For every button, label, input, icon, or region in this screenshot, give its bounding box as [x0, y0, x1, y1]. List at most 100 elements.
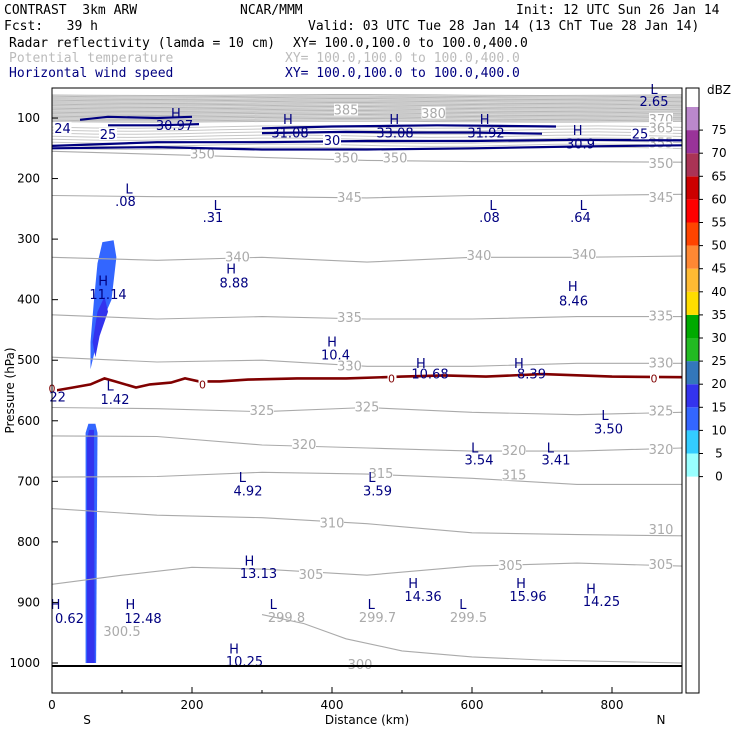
theta-line-upper	[51, 137, 683, 141]
colorbar-label: 30	[711, 331, 726, 345]
hl-marker: L	[239, 471, 247, 486]
theta-label: 345	[337, 191, 362, 206]
theta-label: 305	[299, 568, 324, 583]
plot-background	[52, 88, 682, 693]
theta-label: 305	[498, 559, 523, 574]
theta-label: 330	[337, 359, 362, 374]
field-value: 30.97	[156, 119, 193, 134]
colorbar-box	[686, 130, 699, 154]
colorbar-box	[686, 153, 699, 177]
field-value: 30.9	[566, 137, 595, 152]
colorbar-label: 50	[711, 239, 726, 253]
reflectivity-cell	[87, 429, 95, 663]
field-value: 22	[49, 390, 66, 405]
y-tick-label: 900	[17, 595, 40, 609]
theta-label: 340	[467, 249, 492, 264]
theta-label-bg	[498, 559, 523, 572]
field-reflectivity-xy: XY= 100.0,100.0 to 100.0,400.0	[293, 36, 528, 51]
theta-label-bg	[334, 151, 358, 164]
theta-label-bg	[502, 444, 526, 457]
colorbar-label: 55	[711, 216, 726, 230]
field-value: 33.08	[376, 126, 413, 141]
theta-label-bg	[649, 522, 673, 535]
colorbar-box	[686, 361, 699, 385]
theta-label-bg	[649, 190, 673, 203]
theta-line-upper	[51, 110, 683, 113]
hl-marker: L	[459, 598, 467, 613]
field-value: 31.92	[467, 126, 504, 141]
wind-contour	[79, 115, 193, 121]
theta-contour-300	[261, 614, 683, 664]
field-value: 299.5	[450, 611, 487, 626]
hl-marker: L	[368, 598, 376, 613]
theta-label: 380	[421, 107, 446, 122]
hl-marker: L	[270, 598, 278, 613]
theta-label: 335	[337, 311, 362, 326]
wind-contour	[261, 130, 543, 135]
theta-label-bg	[649, 157, 673, 170]
reflectivity-layer	[52, 88, 682, 693]
x-axis-label: Distance (km)	[325, 713, 409, 727]
theta-label-bg	[369, 467, 393, 480]
zero-label-bg	[198, 379, 208, 389]
wind-label: 25	[632, 127, 649, 142]
theta-label-bg	[502, 468, 526, 481]
y-tick-label: 700	[17, 474, 40, 488]
reflectivity-cell	[92, 296, 108, 358]
theta-line-upper	[51, 118, 683, 121]
field-value: 12.48	[124, 612, 161, 627]
theta-label: 325	[250, 404, 275, 419]
colorbar-box	[686, 476, 699, 500]
colorbar-label: 10	[711, 423, 726, 437]
y-tick-label: 600	[17, 414, 40, 428]
header-init: Init: 12 UTC Sun 26 Jan 14	[516, 3, 720, 18]
theta-line-upper	[51, 114, 683, 117]
field-value: 14.36	[404, 590, 441, 605]
theta-label-bg	[337, 359, 362, 372]
end-label: N	[657, 713, 666, 727]
y-tick-label: 800	[17, 535, 40, 549]
theta-label: 350	[649, 157, 674, 172]
wind-label-bg	[99, 127, 117, 140]
hl-marker: H	[51, 598, 61, 613]
wind-label: 25	[100, 128, 117, 143]
hl-marker: H	[327, 335, 337, 350]
field-wind-name: Horizontal wind speed	[9, 66, 174, 81]
theta-label-bg	[337, 310, 362, 323]
hl-marker: H	[516, 577, 526, 592]
hl-marker: L	[650, 83, 658, 98]
colorbar-box	[686, 314, 699, 338]
colorbar-label: 45	[711, 262, 726, 276]
theta-line-upper	[51, 115, 683, 118]
x-tick-label: 200	[181, 698, 204, 712]
field-value: .64	[570, 211, 591, 226]
theta-line-upper	[51, 131, 683, 135]
theta-label-bg	[649, 356, 673, 369]
theta-label-bg	[190, 147, 215, 160]
theta-label: 350	[383, 152, 408, 167]
colorbar-box	[686, 430, 699, 454]
colorbar-box	[686, 176, 699, 200]
field-value: 3.41	[542, 453, 571, 468]
hl-marker: H	[408, 577, 418, 592]
theta-line-upper	[51, 96, 683, 99]
colorbar-label: 20	[711, 377, 726, 391]
theta-label: 355	[649, 136, 674, 151]
hl-marker: L	[214, 199, 222, 214]
wind-label-bg	[323, 134, 341, 147]
y-tick-label: 1000	[9, 656, 40, 670]
theta-label-bg	[649, 404, 673, 417]
field-value: 14.25	[583, 595, 620, 610]
field-value: 8.46	[559, 295, 588, 310]
hl-marker: H	[514, 357, 524, 372]
x-tick-label: 400	[321, 698, 344, 712]
theta-label: 320	[502, 444, 527, 459]
theta-label-bg	[299, 568, 323, 581]
colorbar-label: 65	[711, 169, 726, 183]
theta-contour-335	[51, 314, 682, 320]
field-value: 31.08	[271, 126, 308, 141]
theta-label-bg	[467, 249, 491, 262]
hl-marker: H	[283, 113, 293, 128]
theta-line-upper	[51, 134, 683, 138]
